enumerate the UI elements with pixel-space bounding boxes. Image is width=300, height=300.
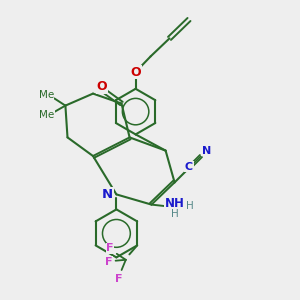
Text: H: H [186, 201, 194, 212]
Text: F: F [106, 243, 114, 254]
Text: NH: NH [165, 197, 184, 210]
Text: C: C [185, 161, 193, 172]
Text: F: F [105, 256, 112, 267]
Text: Me: Me [39, 90, 54, 100]
Text: O: O [130, 65, 141, 79]
Text: N: N [202, 146, 211, 156]
Text: Me: Me [39, 110, 54, 120]
Text: N: N [102, 188, 113, 201]
Text: O: O [96, 80, 107, 94]
Text: H: H [171, 208, 178, 219]
Text: F: F [115, 274, 122, 284]
